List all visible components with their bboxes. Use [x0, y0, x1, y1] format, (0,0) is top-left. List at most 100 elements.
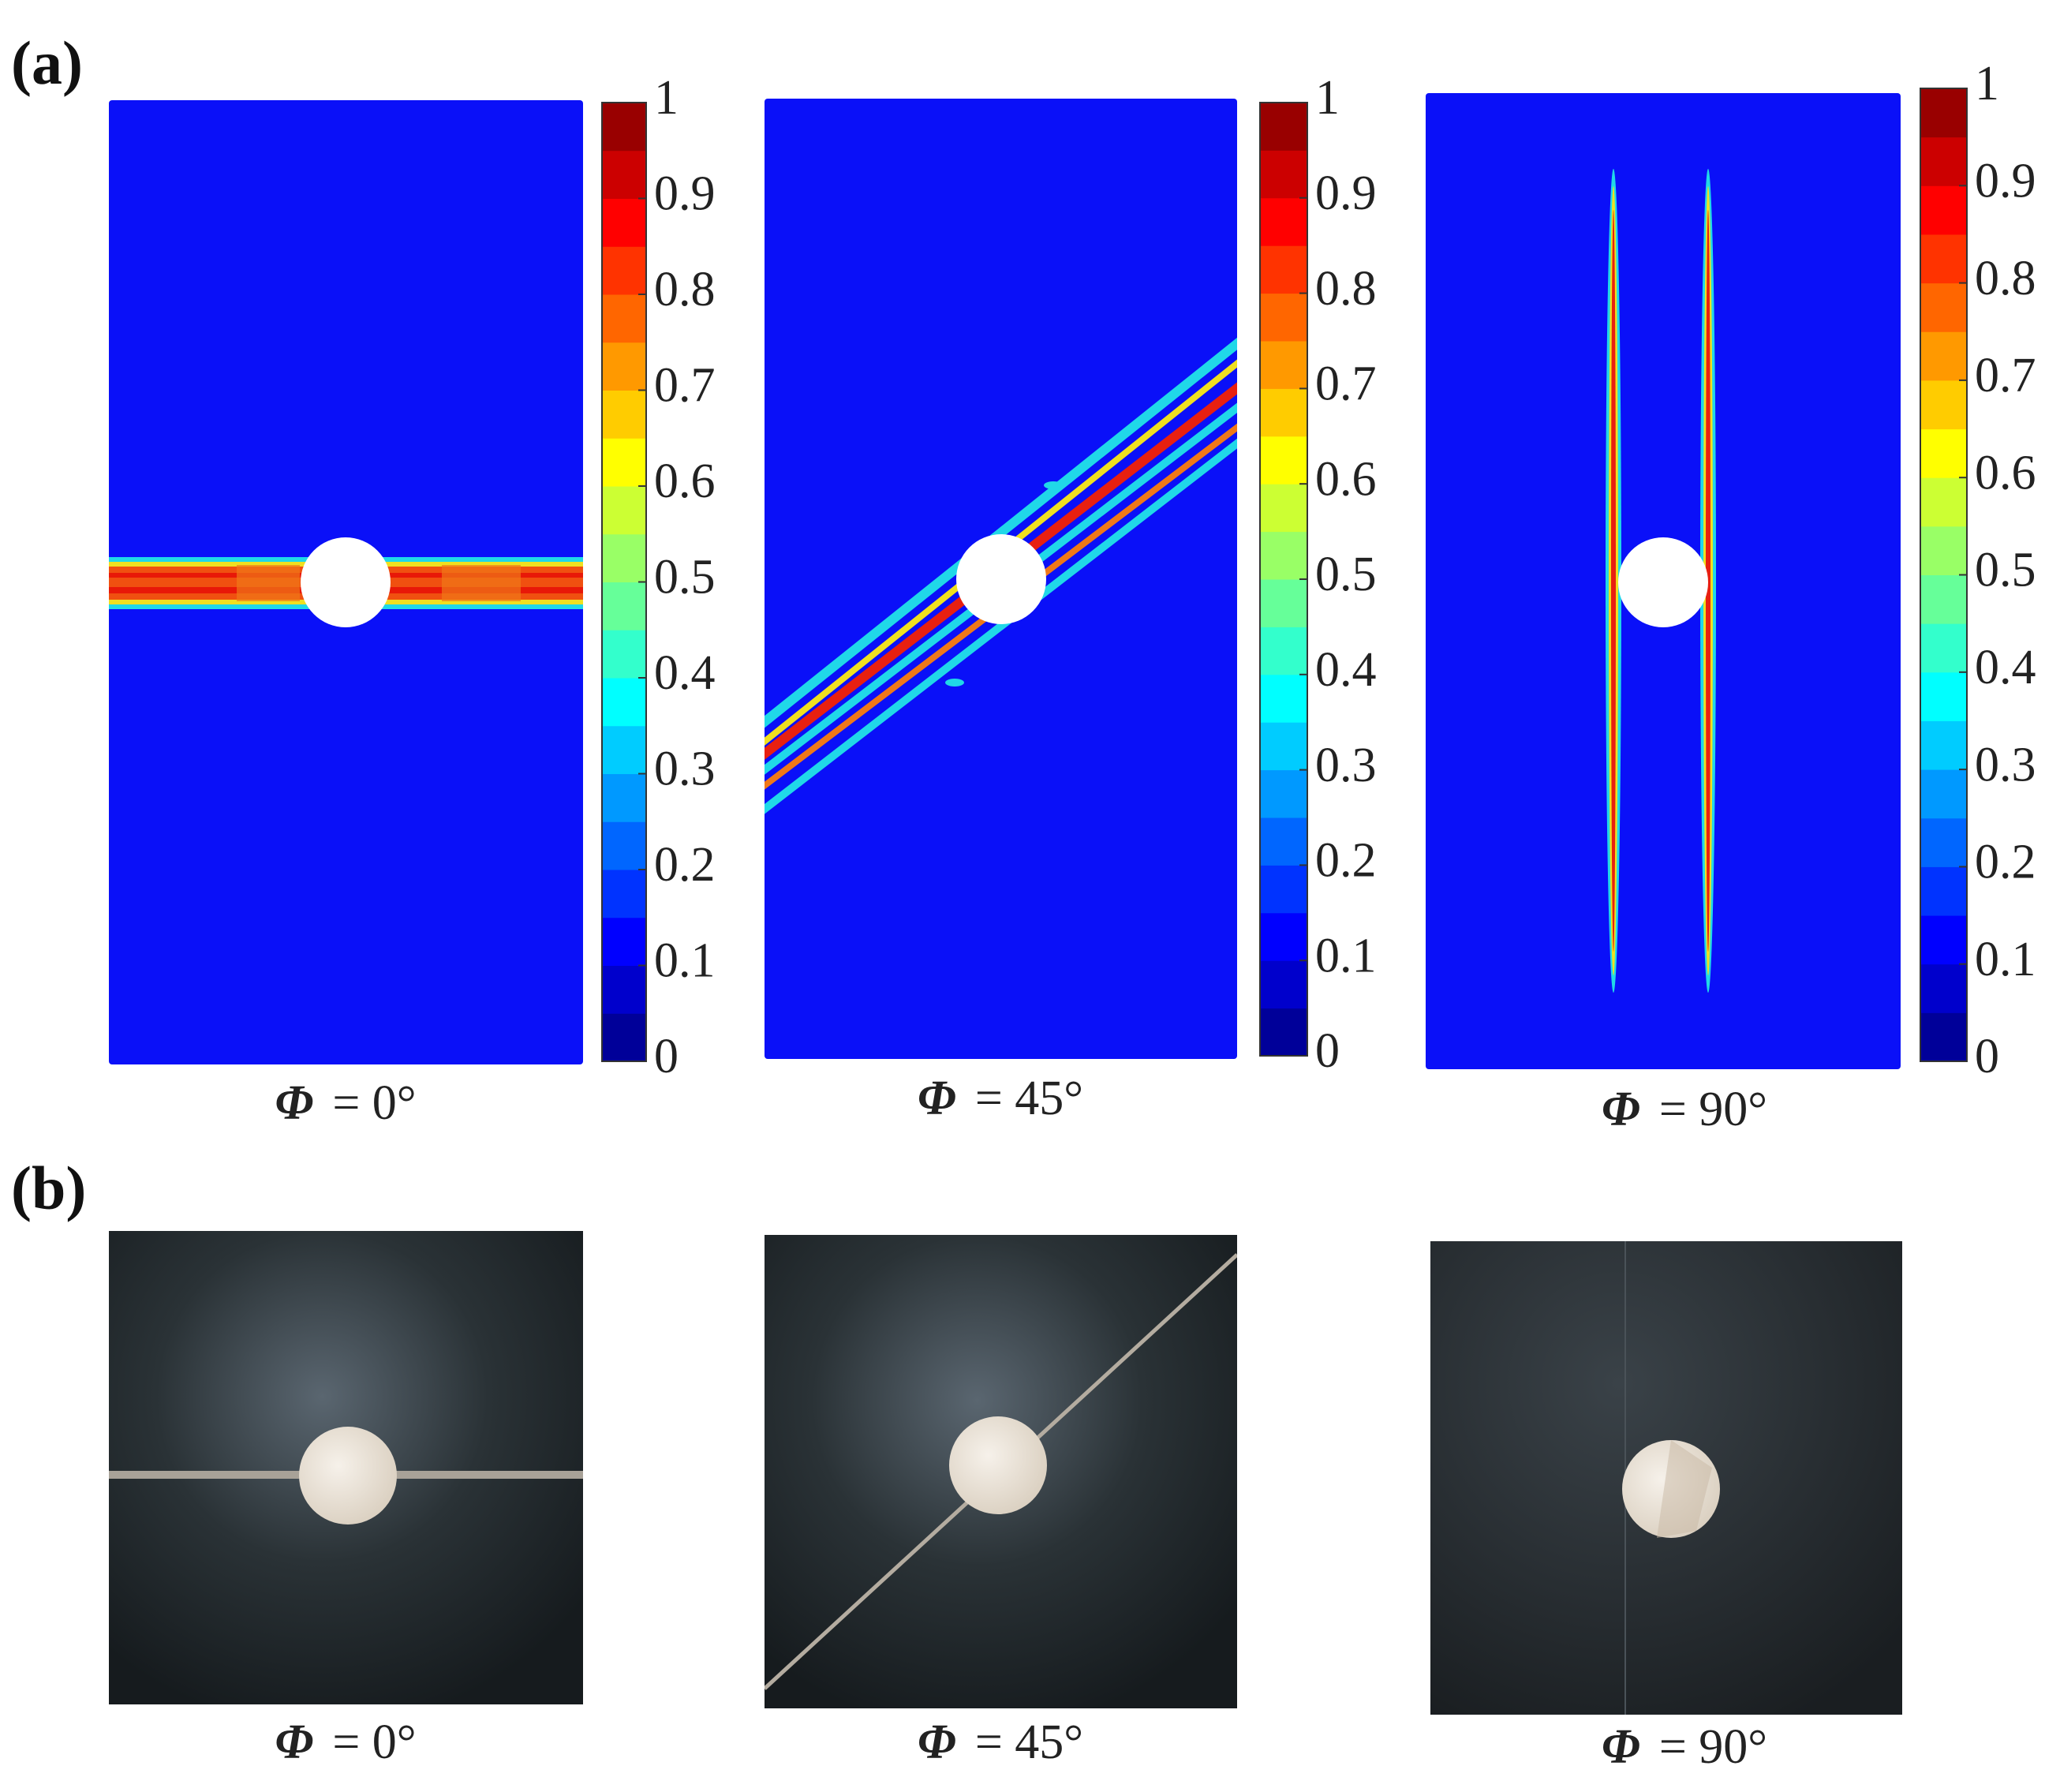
caption-angle: = 0° [332, 1076, 416, 1130]
colorbar-segment [1920, 137, 1967, 186]
colorbar-tick-label: 0.4 [1315, 643, 1377, 697]
colorbar-tick-label: 0.3 [1315, 739, 1377, 792]
colorbar-segment [602, 821, 646, 870]
colorbar-segment [1260, 1008, 1307, 1057]
colorbar-tick-label: 0.9 [1975, 155, 2036, 208]
caption-symbol: Φ [918, 1072, 956, 1125]
colorbar-segment [1260, 817, 1307, 866]
colorbar-segment [1260, 388, 1307, 437]
colorbar-tick-label: 0.5 [654, 551, 716, 604]
caption: Φ = 0° [275, 1715, 416, 1769]
colorbar-tick-label: 0.1 [1315, 929, 1377, 982]
specimen-photo [1430, 1241, 1902, 1715]
colorbar-segment [1260, 103, 1307, 151]
colorbar-segment [1920, 380, 1967, 430]
caption: Φ = 90° [1602, 1720, 1767, 1774]
damage-contour [1426, 93, 1901, 1069]
colorbar-segment [1920, 185, 1967, 235]
colorbar-tick-label: 0.5 [1975, 544, 2036, 597]
colorbar-segment [1920, 88, 1967, 138]
colorbar-segment [1920, 331, 1967, 381]
colorbar-tick-label: 0.2 [1975, 836, 2036, 889]
colorbar-segment [1920, 477, 1967, 527]
colorbar-segment [1920, 817, 1967, 867]
caption-angle: = 90° [1659, 1720, 1767, 1774]
colorbar-segment [1260, 293, 1307, 342]
colorbar-tick-label: 0.7 [654, 359, 716, 413]
colorbar-segment [1260, 960, 1307, 1009]
colorbar-segment [602, 198, 646, 247]
colorbar-tick-label: 0 [654, 1030, 679, 1083]
caption: Φ = 0° [275, 1076, 416, 1130]
colorbar-segment [602, 917, 646, 966]
colorbar-tick-label: 0.8 [1315, 262, 1377, 316]
caption: Φ = 90° [1602, 1083, 1767, 1136]
colorbar-segment [1260, 912, 1307, 961]
colorbar-tick-label: 1 [1975, 57, 1999, 110]
colorbar-tick-label: 0.8 [654, 263, 716, 316]
colorbar-segment [1920, 720, 1967, 770]
colorbar-segment [602, 965, 646, 1014]
colorbar-segment [1260, 484, 1307, 533]
caption: Φ = 45° [918, 1715, 1083, 1769]
panel-label: (b) [11, 1154, 86, 1222]
colorbar-segment [1920, 526, 1967, 575]
colorbar-segment [602, 150, 646, 199]
colorbar: 0 0.1 0.2 0.3 0.4 0.5 0.6 0.7 0.8 0.9 1 [601, 71, 716, 1083]
colorbar-segment [1920, 769, 1967, 819]
colorbar-segment [1920, 915, 1967, 965]
colorbar-segment [602, 294, 646, 343]
caption-symbol: Φ [918, 1715, 956, 1769]
colorbar-segment [1920, 428, 1967, 478]
caption-angle: = 0° [332, 1715, 416, 1769]
caption-symbol: Φ [1602, 1720, 1640, 1774]
colorbar-segment [602, 1013, 646, 1062]
colorbar-tick-label: 0.3 [654, 743, 716, 796]
caption-angle: = 45° [975, 1072, 1083, 1125]
caption-symbol: Φ [275, 1076, 313, 1130]
colorbar-segment [602, 390, 646, 439]
colorbar-segment [602, 342, 646, 391]
caption-angle: = 45° [975, 1715, 1083, 1769]
colorbar-tick-label: 0.2 [1315, 834, 1377, 888]
damage-contour [765, 99, 1237, 1059]
colorbar-tick-label: 0.1 [1975, 933, 2036, 986]
colorbar-segment [1260, 197, 1307, 246]
colorbar-tick-label: 0 [1975, 1030, 1999, 1083]
colorbar-segment [1260, 722, 1307, 771]
colorbar-tick-label: 1 [1315, 71, 1340, 125]
colorbar-tick-label: 0 [1315, 1024, 1340, 1078]
colorbar-tick-label: 0.9 [1315, 166, 1377, 220]
colorbar-tick-label: 0.7 [1315, 357, 1377, 411]
colorbar-segment [1260, 865, 1307, 914]
caption-symbol: Φ [275, 1715, 313, 1769]
colorbar-segment [1260, 579, 1307, 627]
colorbar-segment [1920, 672, 1967, 721]
colorbar-segment [602, 678, 646, 727]
colorbar-segment [602, 582, 646, 630]
caption-symbol: Φ [1602, 1083, 1640, 1136]
colorbar-tick-label: 0.3 [1975, 738, 2036, 791]
colorbar-segment [1260, 531, 1307, 580]
colorbar-tick-label: 0.4 [654, 646, 716, 700]
colorbar-segment [602, 246, 646, 295]
colorbar-segment [1920, 234, 1967, 284]
colorbar-segment [1260, 341, 1307, 389]
colorbar-tick-label: 0.6 [1975, 446, 2036, 499]
colorbar-tick-label: 0.5 [1315, 548, 1377, 601]
colorbar-segment [602, 630, 646, 679]
colorbar-segment [1920, 1012, 1967, 1062]
colorbar-segment [1260, 245, 1307, 294]
specimen-photo [765, 1235, 1237, 1708]
colorbar-tick-label: 0.2 [654, 838, 716, 892]
colorbar-tick-label: 0.8 [1975, 252, 2036, 305]
colorbar-segment [1260, 436, 1307, 484]
colorbar-segment [602, 773, 646, 822]
caption: Φ = 45° [918, 1072, 1083, 1125]
damage-contour [109, 100, 583, 1064]
panel-label: (a) [11, 28, 83, 97]
colorbar-tick-label: 1 [654, 71, 679, 125]
colorbar-tick-label: 0.6 [1315, 452, 1377, 506]
colorbar-segment [602, 533, 646, 582]
